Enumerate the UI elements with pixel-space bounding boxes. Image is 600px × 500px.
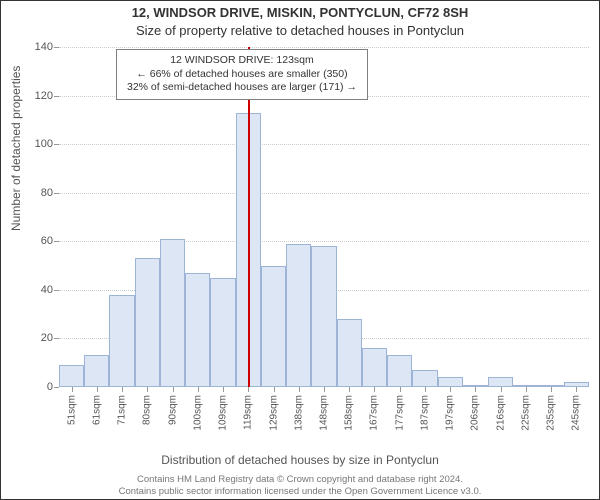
x-tick-mark	[324, 387, 325, 392]
x-tick-label: 51sqm	[66, 395, 77, 425]
chart-title-main: 12, WINDSOR DRIVE, MISKIN, PONTYCLUN, CF…	[1, 5, 599, 20]
x-tick-mark	[198, 387, 199, 392]
y-tick-label: 80	[41, 187, 59, 199]
histogram-bar	[362, 348, 387, 387]
histogram-bar	[84, 355, 109, 387]
x-tick-mark	[97, 387, 98, 392]
x-tick-label: 225sqm	[520, 395, 531, 431]
x-tick-label: 138sqm	[293, 395, 304, 431]
y-tick-label: 20	[41, 332, 59, 344]
x-tick-mark	[425, 387, 426, 392]
grid-line	[59, 144, 589, 145]
annotation-box: 12 WINDSOR DRIVE: 123sqm← 66% of detache…	[116, 49, 368, 100]
annotation-line-3: 32% of semi-detached houses are larger (…	[127, 81, 357, 95]
x-tick-mark	[526, 387, 527, 392]
x-tick-mark	[551, 387, 552, 392]
x-tick-label: 206sqm	[470, 395, 481, 431]
chart-title-sub: Size of property relative to detached ho…	[1, 23, 599, 38]
histogram-bar	[438, 377, 463, 387]
x-tick-label: 90sqm	[167, 395, 178, 425]
x-tick-label: 109sqm	[218, 395, 229, 431]
annotation-line-1: 12 WINDSOR DRIVE: 123sqm	[127, 54, 357, 68]
grid-line	[59, 193, 589, 194]
x-tick-mark	[274, 387, 275, 392]
x-tick-label: 245sqm	[571, 395, 582, 431]
attribution-line-1: Contains HM Land Registry data © Crown c…	[1, 474, 599, 485]
x-tick-label: 119sqm	[243, 395, 254, 430]
x-axis-label: Distribution of detached houses by size …	[1, 453, 599, 467]
x-tick-mark	[223, 387, 224, 392]
x-tick-mark	[475, 387, 476, 392]
x-tick-label: 129sqm	[268, 395, 279, 431]
x-tick-label: 158sqm	[344, 395, 355, 431]
x-tick-mark	[248, 387, 249, 392]
histogram-bar	[337, 319, 362, 387]
x-tick-mark	[299, 387, 300, 392]
x-tick-mark	[400, 387, 401, 392]
y-tick-label: 40	[41, 284, 59, 296]
histogram-bar	[488, 377, 513, 387]
histogram-bar	[286, 244, 311, 387]
grid-line	[59, 47, 589, 48]
x-tick-mark	[501, 387, 502, 392]
y-axis-label: Number of detached properties	[9, 66, 23, 231]
y-tick-label: 140	[35, 41, 59, 53]
x-tick-label: 216sqm	[495, 395, 506, 431]
x-tick-label: 61sqm	[91, 395, 102, 425]
histogram-bar	[311, 246, 336, 387]
x-tick-label: 197sqm	[445, 395, 456, 431]
x-tick-label: 177sqm	[394, 395, 405, 431]
histogram-bar	[59, 365, 84, 387]
x-tick-mark	[72, 387, 73, 392]
histogram-bar	[185, 273, 210, 387]
histogram-bar	[261, 266, 286, 387]
y-tick-label: 0	[47, 381, 59, 393]
histogram-bar	[412, 370, 437, 387]
chart-container: 12, WINDSOR DRIVE, MISKIN, PONTYCLUN, CF…	[0, 0, 600, 500]
x-tick-mark	[450, 387, 451, 392]
x-tick-label: 100sqm	[192, 395, 203, 431]
attribution-line-2: Contains public sector information licen…	[1, 486, 599, 497]
histogram-bar	[387, 355, 412, 387]
y-tick-label: 120	[35, 90, 59, 102]
x-tick-label: 235sqm	[546, 395, 557, 431]
annotation-line-2: ← 66% of detached houses are smaller (35…	[127, 68, 357, 82]
x-tick-label: 167sqm	[369, 395, 380, 431]
x-tick-label: 148sqm	[319, 395, 330, 431]
x-tick-mark	[349, 387, 350, 392]
x-tick-mark	[576, 387, 577, 392]
histogram-bar	[109, 295, 134, 387]
histogram-bar	[135, 258, 160, 387]
x-tick-mark	[173, 387, 174, 392]
y-tick-label: 100	[35, 138, 59, 150]
x-tick-label: 71sqm	[117, 395, 128, 425]
y-tick-label: 60	[41, 235, 59, 247]
grid-line	[59, 241, 589, 242]
x-tick-label: 187sqm	[419, 395, 430, 431]
x-tick-mark	[374, 387, 375, 392]
x-tick-mark	[122, 387, 123, 392]
x-tick-mark	[147, 387, 148, 392]
histogram-bar	[160, 239, 185, 387]
x-tick-label: 80sqm	[142, 395, 153, 425]
histogram-bar	[210, 278, 235, 387]
